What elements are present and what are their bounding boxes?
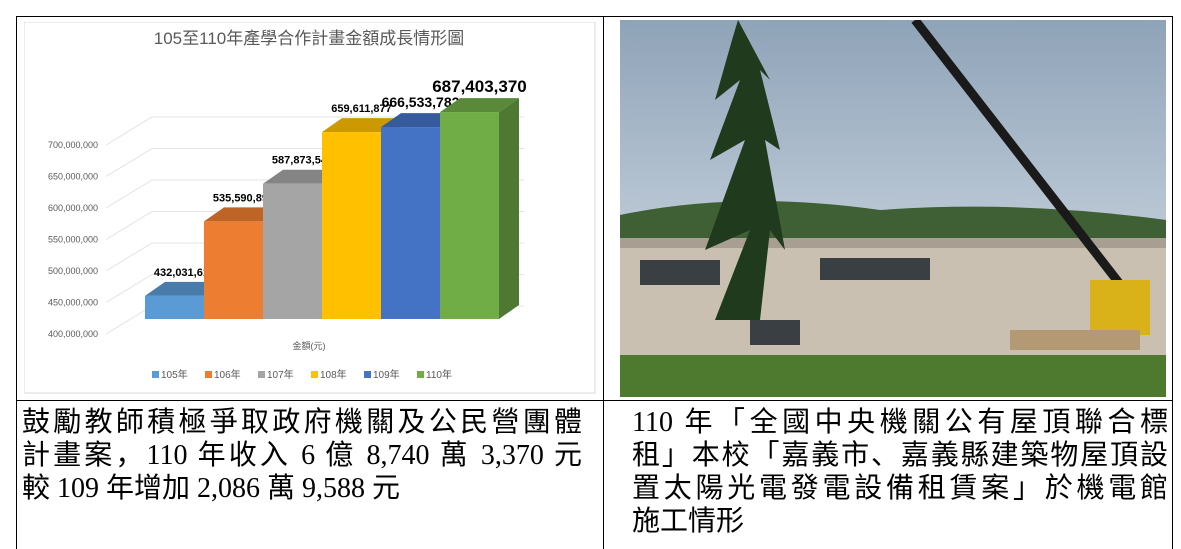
crane-body (1090, 280, 1150, 335)
bar (440, 112, 499, 319)
legend-label: 105年 (161, 368, 188, 381)
caption-right: 110 年「全國中央機關公有屋頂聯合標 租」本校「嘉義市、嘉義縣建築物屋頂設 置… (632, 406, 1168, 538)
caption-line: 較 109 年增加 2,086 萬 9,588 元 (22, 473, 401, 504)
y-tick-label: 500,000,000 (48, 266, 98, 276)
data-label: 659,611,877 (331, 103, 392, 115)
legend-swatch (364, 371, 371, 378)
x-axis-label: 金額(元) (293, 340, 326, 351)
caption-left: 鼓勵教師積極爭取政府機關及公民營團體 計畫案，110 年收入 6 億 8,740… (22, 406, 582, 505)
y-tick-label: 550,000,000 (48, 235, 98, 245)
legend-label: 107年 (267, 368, 294, 381)
chart-title: 105至110年產學合作計畫金額成長情形圖 (154, 29, 464, 48)
crane-boom (911, 20, 1144, 313)
bar (322, 132, 381, 319)
legend-swatch (417, 371, 424, 378)
legend-swatch (152, 371, 159, 378)
bar (263, 183, 322, 319)
data-label: 535,590,898 (213, 192, 274, 204)
caption-line: 施工情形 (632, 506, 745, 537)
caption-line: 租」本校「嘉義市、嘉義縣建築物屋頂設 (632, 440, 1168, 471)
legend-label: 109年 (373, 368, 400, 381)
legend-label: 108年 (320, 368, 347, 381)
caption-cell (603, 400, 1173, 549)
data-label: 587,873,545 (272, 155, 333, 167)
y-tick-label: 400,000,000 (48, 329, 98, 339)
legend-label: 110年 (426, 368, 452, 381)
y-tick-label: 650,000,000 (48, 172, 98, 182)
data-label: 432,031,615 (154, 267, 215, 279)
bar (204, 221, 263, 319)
caption-line: 鼓勵教師積極爭取政府機關及公民營團體 (22, 407, 582, 438)
photo (620, 20, 1166, 397)
legend-label: 106年 (214, 368, 241, 381)
roof (620, 238, 1166, 248)
legend-swatch (205, 371, 212, 378)
tree (705, 20, 785, 320)
y-tick-label: 700,000,000 (48, 140, 98, 150)
bar-side (499, 98, 519, 319)
caption-line: 計畫案，110 年收入 6 億 8,740 萬 3,370 元 (22, 440, 582, 471)
caption-line: 110 年「全國中央機關公有屋頂聯合標 (632, 407, 1168, 438)
data-label: 666,533,782 (382, 94, 460, 110)
caption-line: 置太陽光電發電設備租賃案」於機電館 (632, 473, 1168, 504)
windows (640, 258, 930, 345)
legend-swatch (311, 371, 318, 378)
chart: 105至110年產學合作計畫金額成長情形圖 金額(元) 400,000,000 4… (24, 22, 596, 394)
pallets (1010, 330, 1140, 350)
y-tick-label: 600,000,000 (48, 203, 98, 213)
y-tick-label: 450,000,000 (48, 298, 98, 308)
data-label: 687,403,370 (432, 77, 527, 96)
legend-swatch (258, 371, 265, 378)
bar (145, 295, 204, 319)
bar-top (440, 98, 519, 113)
grass (620, 355, 1166, 397)
bar (381, 127, 440, 320)
